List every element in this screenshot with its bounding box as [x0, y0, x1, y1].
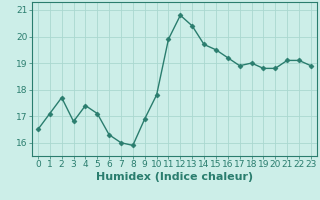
X-axis label: Humidex (Indice chaleur): Humidex (Indice chaleur) — [96, 172, 253, 182]
